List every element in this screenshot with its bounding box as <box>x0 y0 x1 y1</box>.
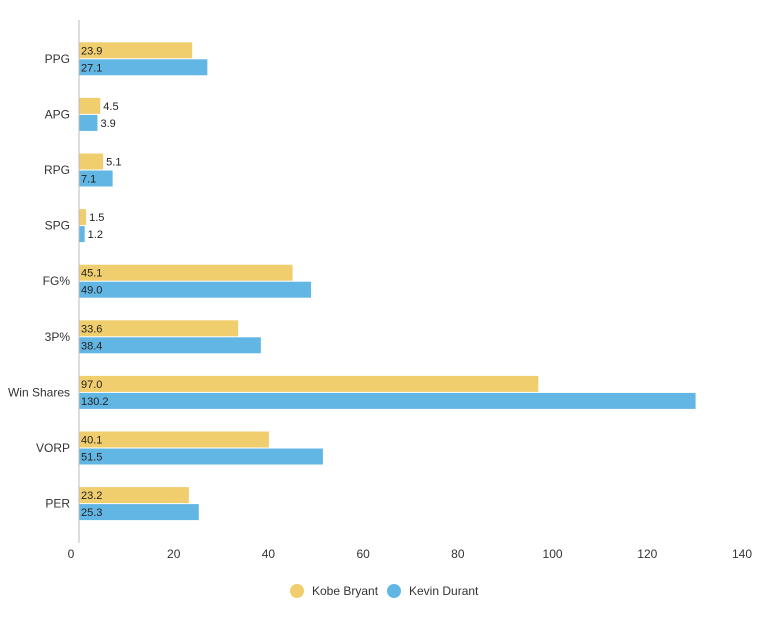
data-label: 7.1 <box>81 174 96 186</box>
data-label: 25.3 <box>81 507 102 519</box>
x-tick-label: 140 <box>732 547 752 561</box>
data-label: 130.2 <box>81 396 109 408</box>
bar-kobe-bryant <box>79 42 193 59</box>
bar-kevin-durant <box>79 504 199 521</box>
data-label: 97.0 <box>81 379 102 391</box>
bar-kevin-durant <box>79 337 261 354</box>
category-label: FG% <box>43 274 71 288</box>
data-label: 23.9 <box>81 45 102 57</box>
x-tick-label: 60 <box>356 547 370 561</box>
bar-kevin-durant <box>79 226 85 243</box>
data-label: 4.5 <box>103 101 118 113</box>
category-label: VORP <box>36 441 70 455</box>
bar-kevin-durant <box>79 170 113 187</box>
data-label: 1.5 <box>89 212 104 224</box>
bar-kevin-durant <box>79 448 323 465</box>
data-label: 49.0 <box>81 285 102 297</box>
x-tick-label: 40 <box>262 547 276 561</box>
data-label: 51.5 <box>81 452 102 464</box>
bar-kevin-durant <box>79 59 208 76</box>
legend-label: Kevin Durant <box>409 584 479 598</box>
bar-kobe-bryant <box>79 431 269 448</box>
category-label: APG <box>45 107 70 121</box>
x-tick-label: 80 <box>451 547 465 561</box>
bar-kobe-bryant <box>79 487 189 504</box>
x-tick-labels: 0 20 40 60 80 100 120 140 <box>68 547 753 561</box>
category-label: PER <box>45 497 70 511</box>
data-label: 33.6 <box>81 323 102 335</box>
legend-label: Kobe Bryant <box>312 584 379 598</box>
category-labels: PPG APG RPG SPG FG% 3P% Win Shares VORP PER <box>8 52 70 511</box>
data-label: 23.2 <box>81 490 102 502</box>
bar-kevin-durant <box>79 392 696 409</box>
bar-kevin-durant <box>79 281 312 298</box>
bar-kevin-durant <box>79 114 98 131</box>
legend-swatch <box>290 584 304 598</box>
data-label: 40.1 <box>81 435 102 447</box>
data-label: 27.1 <box>81 62 102 74</box>
bar-kobe-bryant <box>79 153 104 170</box>
data-label: 5.1 <box>106 157 121 169</box>
data-label: 45.1 <box>81 268 102 280</box>
data-label: 1.2 <box>88 229 103 241</box>
category-label: PPG <box>45 52 70 66</box>
data-label: 3.9 <box>100 118 115 130</box>
x-tick-label: 0 <box>68 547 75 561</box>
bar-kobe-bryant <box>79 320 239 337</box>
category-label: SPG <box>45 219 70 233</box>
data-label: 38.4 <box>81 340 102 352</box>
bar-kobe-bryant <box>79 97 101 114</box>
x-tick-label: 100 <box>543 547 563 561</box>
x-tick-label: 120 <box>637 547 657 561</box>
legend: Kobe Bryant Kevin Durant <box>290 584 479 598</box>
category-label: Win Shares <box>8 385 70 399</box>
category-label: RPG <box>44 163 70 177</box>
bar-kobe-bryant <box>79 375 539 392</box>
category-label: 3P% <box>45 330 71 344</box>
x-tick-label: 20 <box>167 547 181 561</box>
bars-layer: 23.9 27.1 4.5 3.9 5.1 7.1 1.5 1.2 45.1 49.0 33.6 38… <box>79 42 696 521</box>
bar-kobe-bryant <box>79 209 87 226</box>
bar-kobe-bryant <box>79 264 293 281</box>
legend-swatch <box>387 584 401 598</box>
